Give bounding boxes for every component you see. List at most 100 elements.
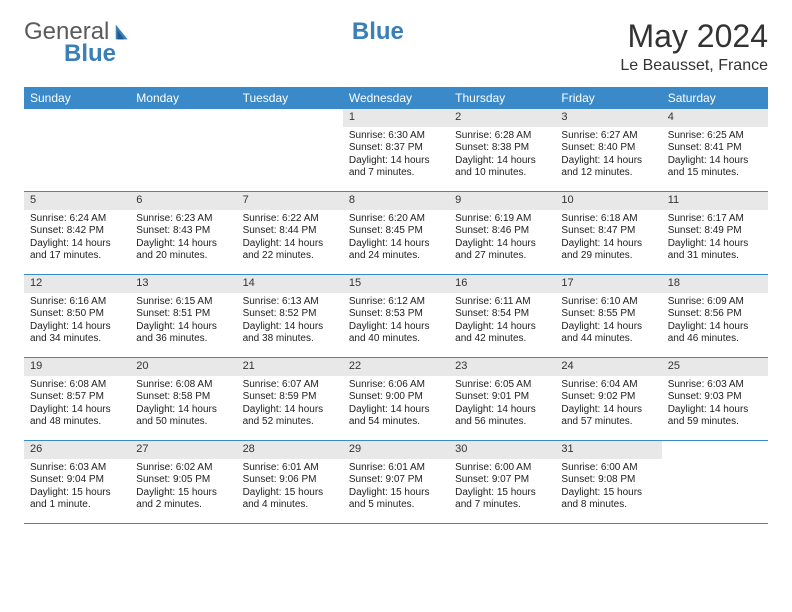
daylight-text: Daylight: 14 hours and 34 minutes. (30, 321, 124, 346)
calendar-cell: 16Sunrise: 6:11 AMSunset: 8:54 PMDayligh… (449, 275, 555, 357)
sunset-text: Sunset: 9:01 PM (455, 391, 549, 404)
sunset-text: Sunset: 8:50 PM (30, 308, 124, 321)
daylight-text: Daylight: 14 hours and 38 minutes. (243, 321, 337, 346)
calendar-cell: 30Sunrise: 6:00 AMSunset: 9:07 PMDayligh… (449, 441, 555, 523)
sunrise-text: Sunrise: 6:13 AM (243, 296, 337, 309)
sunrise-text: Sunrise: 6:07 AM (243, 379, 337, 392)
daylight-text: Daylight: 14 hours and 12 minutes. (561, 155, 655, 180)
day-details: Sunrise: 6:08 AMSunset: 8:57 PMDaylight:… (24, 376, 130, 435)
calendar-cell-empty: . (130, 109, 236, 191)
sunset-text: Sunset: 8:47 PM (561, 225, 655, 238)
calendar-cell: 13Sunrise: 6:15 AMSunset: 8:51 PMDayligh… (130, 275, 236, 357)
calendar-cell: 26Sunrise: 6:03 AMSunset: 9:04 PMDayligh… (24, 441, 130, 523)
day-details: Sunrise: 6:03 AMSunset: 9:03 PMDaylight:… (662, 376, 768, 435)
calendar-cell: 29Sunrise: 6:01 AMSunset: 9:07 PMDayligh… (343, 441, 449, 523)
daylight-text: Daylight: 15 hours and 4 minutes. (243, 487, 337, 512)
day-details: Sunrise: 6:03 AMSunset: 9:04 PMDaylight:… (24, 459, 130, 518)
sunset-text: Sunset: 9:06 PM (243, 474, 337, 487)
sunrise-text: Sunrise: 6:23 AM (136, 213, 230, 226)
daylight-text: Daylight: 14 hours and 52 minutes. (243, 404, 337, 429)
sunset-text: Sunset: 8:45 PM (349, 225, 443, 238)
day-number: 7 (237, 192, 343, 210)
sunset-text: Sunset: 8:55 PM (561, 308, 655, 321)
day-number: 11 (662, 192, 768, 210)
daylight-text: Daylight: 14 hours and 24 minutes. (349, 238, 443, 263)
weekday-header: Tuesday (237, 87, 343, 109)
day-number: 8 (343, 192, 449, 210)
day-details: Sunrise: 6:09 AMSunset: 8:56 PMDaylight:… (662, 293, 768, 352)
calendar-cell: 23Sunrise: 6:05 AMSunset: 9:01 PMDayligh… (449, 358, 555, 440)
sunset-text: Sunset: 9:02 PM (561, 391, 655, 404)
calendar-cell-empty: . (24, 109, 130, 191)
calendar-cell: 1Sunrise: 6:30 AMSunset: 8:37 PMDaylight… (343, 109, 449, 191)
daylight-text: Daylight: 14 hours and 36 minutes. (136, 321, 230, 346)
day-details: Sunrise: 6:00 AMSunset: 9:08 PMDaylight:… (555, 459, 661, 518)
sunset-text: Sunset: 8:44 PM (243, 225, 337, 238)
sunrise-text: Sunrise: 6:09 AM (668, 296, 762, 309)
sunset-text: Sunset: 9:05 PM (136, 474, 230, 487)
daylight-text: Daylight: 14 hours and 44 minutes. (561, 321, 655, 346)
day-number: 9 (449, 192, 555, 210)
calendar-cell: 28Sunrise: 6:01 AMSunset: 9:06 PMDayligh… (237, 441, 343, 523)
sunset-text: Sunset: 8:58 PM (136, 391, 230, 404)
day-number: 24 (555, 358, 661, 376)
sunrise-text: Sunrise: 6:08 AM (136, 379, 230, 392)
day-number: 20 (130, 358, 236, 376)
daylight-text: Daylight: 14 hours and 46 minutes. (668, 321, 762, 346)
calendar-cell: 6Sunrise: 6:23 AMSunset: 8:43 PMDaylight… (130, 192, 236, 274)
daylight-text: Daylight: 14 hours and 59 minutes. (668, 404, 762, 429)
daylight-text: Daylight: 15 hours and 5 minutes. (349, 487, 443, 512)
sunrise-text: Sunrise: 6:18 AM (561, 213, 655, 226)
calendar-cell: 15Sunrise: 6:12 AMSunset: 8:53 PMDayligh… (343, 275, 449, 357)
day-number: 22 (343, 358, 449, 376)
day-number: 6 (130, 192, 236, 210)
sunrise-text: Sunrise: 6:22 AM (243, 213, 337, 226)
day-details: Sunrise: 6:22 AMSunset: 8:44 PMDaylight:… (237, 210, 343, 269)
day-details: Sunrise: 6:08 AMSunset: 8:58 PMDaylight:… (130, 376, 236, 435)
day-details: Sunrise: 6:05 AMSunset: 9:01 PMDaylight:… (449, 376, 555, 435)
day-number: 14 (237, 275, 343, 293)
calendar-cell: 27Sunrise: 6:02 AMSunset: 9:05 PMDayligh… (130, 441, 236, 523)
sunrise-text: Sunrise: 6:17 AM (668, 213, 762, 226)
sunset-text: Sunset: 8:40 PM (561, 142, 655, 155)
sunset-text: Sunset: 9:04 PM (30, 474, 124, 487)
calendar-cell: 2Sunrise: 6:28 AMSunset: 8:38 PMDaylight… (449, 109, 555, 191)
day-number: 21 (237, 358, 343, 376)
title-block: May 2024 Le Beausset, France (620, 18, 768, 75)
calendar-cell: 14Sunrise: 6:13 AMSunset: 8:52 PMDayligh… (237, 275, 343, 357)
day-number: 23 (449, 358, 555, 376)
day-details: Sunrise: 6:27 AMSunset: 8:40 PMDaylight:… (555, 127, 661, 186)
calendar-cell: 19Sunrise: 6:08 AMSunset: 8:57 PMDayligh… (24, 358, 130, 440)
calendar-page: GeneralBlueBlue May 2024 Le Beausset, Fr… (0, 0, 792, 542)
daylight-text: Daylight: 14 hours and 29 minutes. (561, 238, 655, 263)
weekday-header: Wednesday (343, 87, 449, 109)
day-details: Sunrise: 6:20 AMSunset: 8:45 PMDaylight:… (343, 210, 449, 269)
sunrise-text: Sunrise: 6:05 AM (455, 379, 549, 392)
day-details: Sunrise: 6:04 AMSunset: 9:02 PMDaylight:… (555, 376, 661, 435)
calendar-grid: SundayMondayTuesdayWednesdayThursdayFrid… (24, 87, 768, 524)
day-number: 13 (130, 275, 236, 293)
calendar-cell: 20Sunrise: 6:08 AMSunset: 8:58 PMDayligh… (130, 358, 236, 440)
calendar-cell: 10Sunrise: 6:18 AMSunset: 8:47 PMDayligh… (555, 192, 661, 274)
daylight-text: Daylight: 14 hours and 20 minutes. (136, 238, 230, 263)
calendar-cell: 24Sunrise: 6:04 AMSunset: 9:02 PMDayligh… (555, 358, 661, 440)
sunset-text: Sunset: 9:03 PM (668, 391, 762, 404)
day-details: Sunrise: 6:18 AMSunset: 8:47 PMDaylight:… (555, 210, 661, 269)
daylight-text: Daylight: 14 hours and 40 minutes. (349, 321, 443, 346)
day-details: Sunrise: 6:23 AMSunset: 8:43 PMDaylight:… (130, 210, 236, 269)
day-number: 26 (24, 441, 130, 459)
sunrise-text: Sunrise: 6:30 AM (349, 130, 443, 143)
sunset-text: Sunset: 8:43 PM (136, 225, 230, 238)
daylight-text: Daylight: 14 hours and 7 minutes. (349, 155, 443, 180)
sunset-text: Sunset: 8:57 PM (30, 391, 124, 404)
sunrise-text: Sunrise: 6:00 AM (455, 462, 549, 475)
day-details: Sunrise: 6:24 AMSunset: 8:42 PMDaylight:… (24, 210, 130, 269)
sunrise-text: Sunrise: 6:04 AM (561, 379, 655, 392)
calendar-week: 12Sunrise: 6:16 AMSunset: 8:50 PMDayligh… (24, 275, 768, 358)
calendar-cell-empty: . (237, 109, 343, 191)
daylight-text: Daylight: 14 hours and 15 minutes. (668, 155, 762, 180)
day-details: Sunrise: 6:17 AMSunset: 8:49 PMDaylight:… (662, 210, 768, 269)
sunset-text: Sunset: 8:56 PM (668, 308, 762, 321)
calendar-cell: 9Sunrise: 6:19 AMSunset: 8:46 PMDaylight… (449, 192, 555, 274)
calendar-cell: 3Sunrise: 6:27 AMSunset: 8:40 PMDaylight… (555, 109, 661, 191)
